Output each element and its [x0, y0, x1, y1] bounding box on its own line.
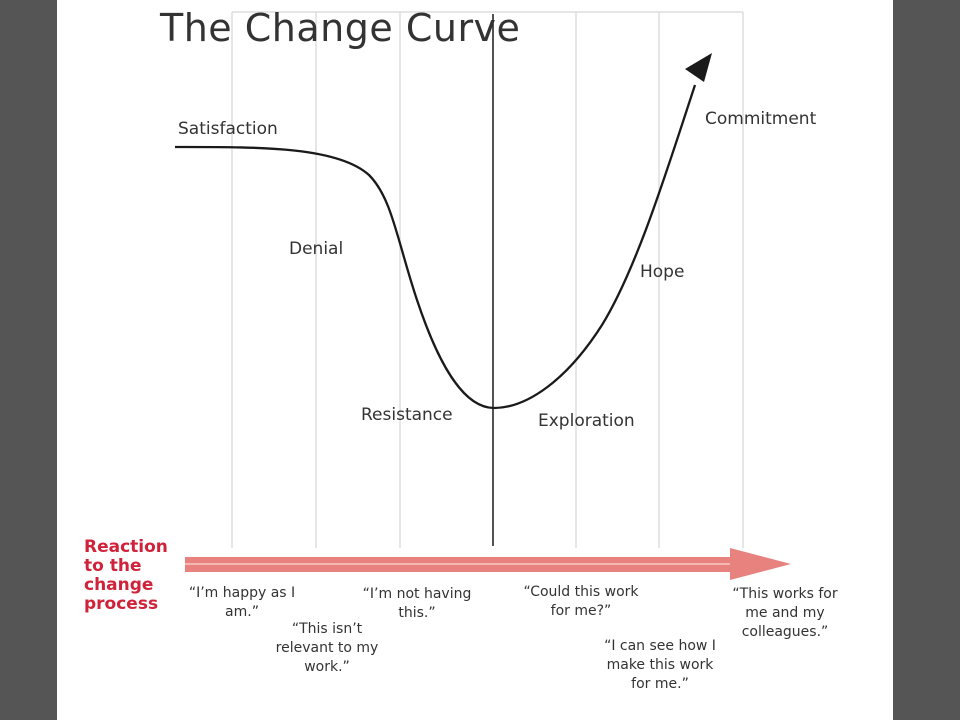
- stage-label-satisfaction: Satisfaction: [178, 119, 278, 139]
- page-title: The Change Curve: [160, 6, 521, 50]
- quote-not-having: “I’m not having this.”: [362, 586, 472, 621]
- reaction-label-line: to the: [84, 556, 142, 576]
- reaction-label-line: change: [84, 575, 154, 595]
- stage-label-commitment: Commitment: [705, 109, 817, 129]
- reaction-label-line: process: [84, 594, 159, 614]
- quote-happy: “I’m happy as I am.”: [188, 585, 296, 620]
- change-curve: [174, 84, 697, 410]
- reaction-arrowhead-icon: [730, 548, 791, 580]
- reaction-label: Reaction to the change process: [84, 538, 184, 614]
- curve-arrowhead-icon: [685, 53, 712, 82]
- quote-could-work: “Could this work for me?”: [523, 584, 639, 619]
- quote-works-for-me: “This works for me and my colleagues.”: [732, 586, 838, 640]
- quote-not-relevant: “This isn’t relevant to my work.”: [275, 621, 379, 675]
- quote-can-see: “I can see how I make this work for me.”: [604, 638, 716, 692]
- reaction-label-line: Reaction: [84, 537, 168, 557]
- stage-label-denial: Denial: [289, 239, 344, 259]
- stage-label-resistance: Resistance: [361, 405, 453, 425]
- gridlines: [231, 11, 744, 548]
- stage-label-exploration: Exploration: [538, 411, 635, 431]
- change-curve-diagram: [174, 11, 791, 580]
- stage-label-hope: Hope: [640, 262, 685, 282]
- slide: The Change Curve Satisfaction Denial Res…: [57, 0, 893, 720]
